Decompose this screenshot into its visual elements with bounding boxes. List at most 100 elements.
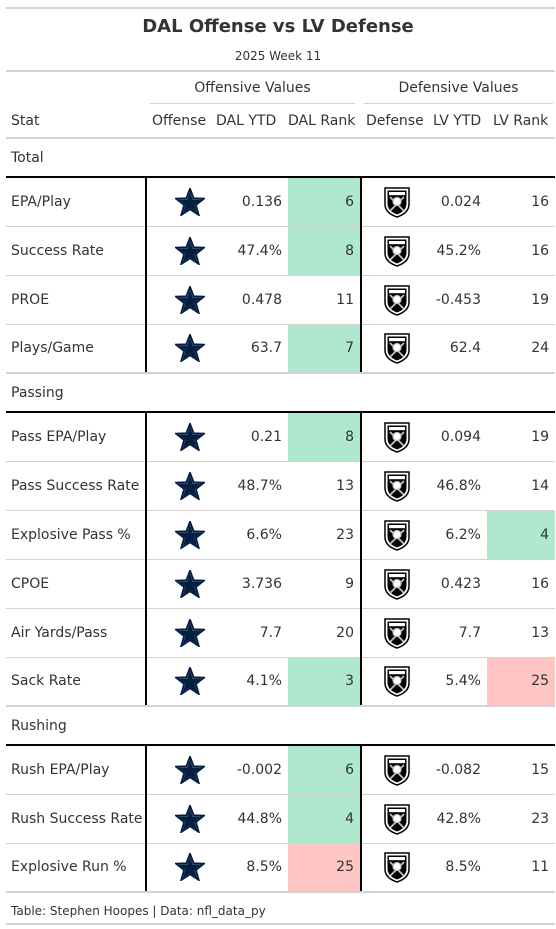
lv-ytd-cell: 0.094 <box>432 412 487 462</box>
raiders-shield-icon <box>360 657 432 707</box>
dal-rank-cell: 9 <box>288 559 361 609</box>
lv-ytd-cell: 42.8% <box>432 794 487 844</box>
lv-rank-cell: 23 <box>487 794 556 844</box>
dal-ytd-cell: 63.7 <box>232 324 288 374</box>
stat-name-cell: Success Rate <box>6 226 146 276</box>
table-row-proe: PROE 0.478 11 -0.453 19 <box>6 275 556 325</box>
top-rule <box>6 7 555 9</box>
stat-name-cell: CPOE <box>6 559 146 609</box>
dal-ytd-cell: 3.736 <box>232 559 288 609</box>
dal-ytd-cell: 48.7% <box>232 461 288 511</box>
dal-ytd-cell: -0.002 <box>232 745 288 795</box>
bottom-rule <box>6 923 555 925</box>
stat-name-cell: Pass EPA/Play <box>6 412 146 462</box>
group-label: Total <box>6 137 556 178</box>
lv-ytd-cell: 45.2% <box>432 226 487 276</box>
raiders-shield-icon <box>360 177 432 227</box>
stat-name-cell: PROE <box>6 275 146 325</box>
cowboys-star-icon <box>145 324 232 374</box>
dal-rank-cell: 8 <box>288 226 361 276</box>
table-source-note: Table: Stephen Hoopes | Data: nfl_data_p… <box>11 904 266 918</box>
col-header-offense: Offense <box>152 113 207 129</box>
lv-ytd-cell: 6.2% <box>432 510 487 560</box>
raiders-shield-icon <box>360 510 432 560</box>
table-title: DAL Offense vs LV Defense <box>142 16 414 37</box>
dal-ytd-cell: 44.8% <box>232 794 288 844</box>
stat-name-cell: Plays/Game <box>6 324 146 374</box>
table-row-success-rate: Success Rate 47.4% 8 45.2% 16 <box>6 226 556 276</box>
lv-ytd-cell: -0.453 <box>432 275 487 325</box>
lv-rank-cell: 16 <box>487 226 556 276</box>
spanner-offensive-values: Offensive Values <box>194 80 311 96</box>
dal-ytd-cell: 0.136 <box>232 177 288 227</box>
cowboys-star-icon <box>145 843 232 893</box>
col-header-dal-ytd: DAL YTD <box>216 113 277 129</box>
spanner-offensive-rule <box>150 103 355 104</box>
dal-ytd-cell: 47.4% <box>232 226 288 276</box>
col-header-defense: Defense <box>366 113 424 129</box>
lv-rank-cell: 19 <box>487 412 556 462</box>
table-row-pass-epa-play: Pass EPA/Play 0.21 8 0.094 19 <box>6 412 556 462</box>
header-rule <box>6 70 555 72</box>
raiders-shield-icon <box>360 608 432 658</box>
lv-rank-cell: 11 <box>487 843 556 893</box>
dal-ytd-cell: 0.21 <box>232 412 288 462</box>
raiders-shield-icon <box>360 412 432 462</box>
table-row-cpoe: CPOE 3.736 9 0.423 16 <box>6 559 556 609</box>
spanner-defensive-rule <box>364 103 553 104</box>
lv-rank-cell: 13 <box>487 608 556 658</box>
stat-name-cell: Pass Success Rate <box>6 461 146 511</box>
spanner-defensive-values: Defensive Values <box>398 80 519 96</box>
table-row-explosive-pass: Explosive Pass % 6.6% 23 6.2% 4 <box>6 510 556 560</box>
group-row-total: Total <box>6 137 556 178</box>
stat-name-cell: Rush EPA/Play <box>6 745 146 795</box>
lv-ytd-cell: 8.5% <box>432 843 487 893</box>
raiders-shield-icon <box>360 275 432 325</box>
cowboys-star-icon <box>145 657 232 707</box>
stat-name-cell: EPA/Play <box>6 177 146 227</box>
lv-rank-cell: 24 <box>487 324 556 374</box>
lv-rank-cell: 14 <box>487 461 556 511</box>
col-header-stat: Stat <box>11 113 40 129</box>
dal-rank-cell: 11 <box>288 275 361 325</box>
dal-rank-cell: 6 <box>288 745 361 795</box>
col-header-lv-rank: LV Rank <box>493 113 549 129</box>
dal-rank-cell: 13 <box>288 461 361 511</box>
cowboys-star-icon <box>145 461 232 511</box>
raiders-shield-icon <box>360 843 432 893</box>
lv-rank-cell: 15 <box>487 745 556 795</box>
col-header-lv-ytd: LV YTD <box>433 113 482 129</box>
raiders-shield-icon <box>360 745 432 795</box>
stat-name-cell: Sack Rate <box>6 657 146 707</box>
cowboys-star-icon <box>145 412 232 462</box>
lv-rank-cell: 25 <box>487 657 556 707</box>
lv-rank-cell: 4 <box>487 510 556 560</box>
group-label: Rushing <box>6 706 556 746</box>
table-row-plays-game: Plays/Game 63.7 7 62.4 24 <box>6 324 556 374</box>
raiders-shield-icon <box>360 559 432 609</box>
table-row-rush-epa-play: Rush EPA/Play -0.002 6 -0.082 15 <box>6 745 556 795</box>
cowboys-star-icon <box>145 794 232 844</box>
dal-rank-cell: 3 <box>288 657 361 707</box>
dal-ytd-cell: 7.7 <box>232 608 288 658</box>
dal-rank-cell: 20 <box>288 608 361 658</box>
lv-ytd-cell: 0.024 <box>432 177 487 227</box>
table-row-rush-success-rate: Rush Success Rate 44.8% 4 42.8% 23 <box>6 794 556 844</box>
stat-name-cell: Explosive Pass % <box>6 510 146 560</box>
dal-ytd-cell: 4.1% <box>232 657 288 707</box>
dal-rank-cell: 4 <box>288 794 361 844</box>
dal-rank-cell: 6 <box>288 177 361 227</box>
raiders-shield-icon <box>360 461 432 511</box>
dal-ytd-cell: 8.5% <box>232 843 288 893</box>
stats-table: Total EPA/Play 0.136 6 0.024 16 Success Rate 47… <box>6 137 556 893</box>
table-row-air-yards-pass: Air Yards/Pass 7.7 20 7.7 13 <box>6 608 556 658</box>
table-row-explosive-run: Explosive Run % 8.5% 25 8.5% 11 <box>6 843 556 893</box>
cowboys-star-icon <box>145 510 232 560</box>
cowboys-star-icon <box>145 608 232 658</box>
table-row-sack-rate: Sack Rate 4.1% 3 5.4% 25 <box>6 657 556 707</box>
table-row-epa-play: EPA/Play 0.136 6 0.024 16 <box>6 177 556 227</box>
lv-rank-cell: 16 <box>487 559 556 609</box>
lv-ytd-cell: 5.4% <box>432 657 487 707</box>
cowboys-star-icon <box>145 226 232 276</box>
